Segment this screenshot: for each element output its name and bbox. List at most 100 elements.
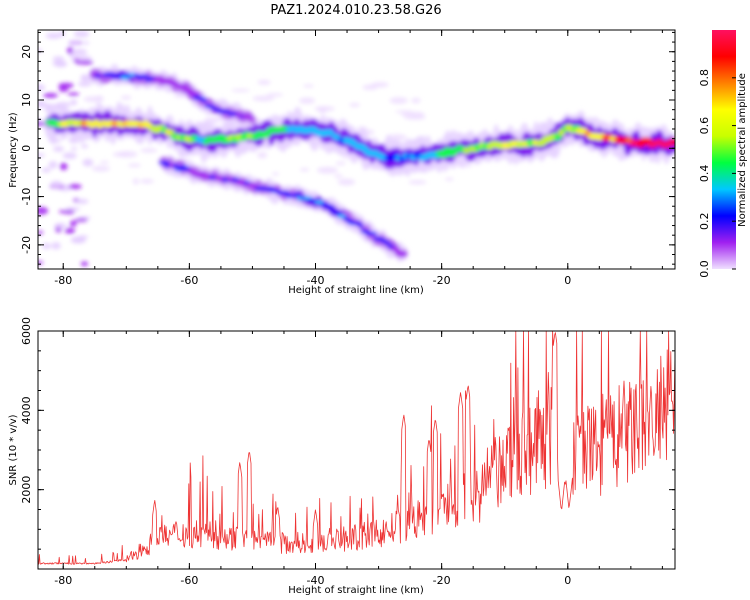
spectrogram-blob: [395, 110, 414, 114]
spectrogram-blob: [54, 222, 67, 229]
spectrogram-blob: [389, 97, 408, 104]
spectrogram-blob: [252, 95, 275, 102]
spectrogram-blob: [38, 206, 49, 215]
spectrogram-blob: [77, 81, 92, 87]
y-tick-label: -10: [20, 188, 33, 206]
snr-panel: -80 -60 -40 -20 0 2000 4000 6000 Height of stra…: [8, 317, 676, 596]
spectrogram-plot-area: [38, 30, 675, 269]
spectrogram-blob: [334, 174, 343, 178]
spectrogram-ylabel: Frequency (Hz): [8, 112, 19, 188]
spectrogram-blob: [353, 221, 362, 226]
spectrogram-blob: [362, 84, 378, 90]
spectrogram-blob: [52, 56, 65, 61]
spectrogram-blob: [127, 163, 141, 168]
spectrogram-blob: [45, 32, 62, 39]
spectrogram-blob: [303, 84, 314, 88]
spectrogram-blob: [384, 241, 391, 245]
snr-ylabel: SNR (10 * v/v): [8, 414, 19, 485]
spectrogram-blob: [293, 192, 300, 197]
spectrogram-blob: [68, 39, 80, 46]
spectrogram-blob: [553, 133, 562, 141]
spectrogram-panel: -80 -60 -40 -20 0 -20 -10 0 10 20 Height of strai…: [8, 29, 676, 296]
x-tick-label: -60: [180, 274, 198, 287]
colorbar-label: Normalized spectral amplitude: [737, 73, 748, 227]
spectrogram-blob: [120, 75, 130, 80]
spectrogram-blob: [326, 205, 335, 210]
spectrogram-blob: [298, 97, 316, 104]
y-tick-label: 0: [20, 145, 33, 152]
x-tick-label: -20: [433, 574, 451, 587]
spectrogram-blob: [69, 220, 77, 227]
spectrogram-blob: [112, 152, 129, 157]
spectrogram-blob: [81, 144, 89, 149]
spectrogram-blob: [68, 183, 82, 190]
spectrogram-blob: [73, 30, 90, 38]
spectrogram-blob: [58, 210, 66, 214]
spectrogram-blob: [334, 211, 342, 216]
spectrogram-blob: [43, 93, 58, 99]
spectrogram-blob: [77, 60, 94, 65]
y-tick-label: -20: [20, 236, 33, 254]
spectrogram-blob: [67, 92, 80, 96]
spectrogram-blob: [299, 168, 310, 172]
spectrogram-blob: [58, 85, 69, 93]
spectrogram-blob: [82, 41, 90, 45]
spectrogram-blob: [83, 96, 105, 103]
spectrogram-blob: [140, 148, 158, 153]
spectrogram-blob: [224, 109, 230, 114]
colorbar-gradient: [712, 30, 736, 269]
spectrogram-blob: [50, 180, 63, 189]
snr-plot-background: [38, 331, 675, 569]
spectrogram-blob: [266, 93, 284, 97]
x-tick-label: 0: [564, 274, 571, 287]
snr-axes: -80 -60 -40 -20 0 2000 4000 6000: [20, 317, 675, 587]
spectrogram-blob: [198, 171, 206, 176]
spectrogram-blob: [51, 242, 61, 250]
spectrogram-blob: [68, 136, 80, 144]
spectrogram-blob: [314, 200, 325, 205]
spectrogram-blob: [58, 31, 66, 37]
y-tick-label: 20: [20, 45, 33, 59]
spectrogram-blob: [71, 48, 88, 56]
spectrogram-blob: [411, 97, 421, 104]
spectrogram-blob: [187, 92, 199, 96]
spectrogram-blob: [42, 242, 51, 250]
spectrogram-blob: [140, 179, 154, 184]
spectrogram-blob: [182, 85, 189, 90]
spectrogram-blob: [62, 152, 77, 160]
spectrogram-blob: [67, 46, 74, 55]
spectrogram-blob: [272, 172, 280, 176]
spectrogram-blob: [408, 180, 427, 185]
spectrogram-blob: [47, 104, 63, 108]
spectrogram-blob: [214, 175, 220, 179]
spectrogram-blob: [59, 162, 68, 171]
spectrogram-blob: [335, 161, 346, 166]
spectrogram-blob: [389, 247, 401, 251]
spectrogram-blob: [172, 164, 179, 168]
spectrogram-blob: [38, 84, 46, 91]
colorbar: 0.0 0.2 0.4 0.6 0.8 Normalized spectral ampl…: [698, 30, 748, 278]
spectrogram-blob: [38, 230, 44, 235]
spectrogram-blob: [64, 227, 76, 234]
colorbar-tick-label: 0.8: [698, 69, 711, 87]
spectrogram-blob: [257, 151, 268, 159]
colorbar-tick-label: 0.4: [698, 165, 711, 183]
spectrogram-frame: [37, 29, 676, 270]
spectrogram-blob: [41, 167, 51, 173]
x-tick-label: -40: [307, 274, 325, 287]
spectrogram-blob: [246, 114, 254, 119]
spectrogram-blob: [63, 209, 75, 215]
spectrogram-blob: [80, 261, 89, 267]
spectrogram-blob: [444, 177, 454, 181]
spectrogram-blob: [82, 158, 94, 167]
spectrogram-blob: [38, 100, 46, 108]
snr-xlabel: Height of straight line (km): [288, 585, 424, 596]
x-tick-label: -20: [433, 274, 451, 287]
snr-plot-area: [38, 331, 675, 565]
x-tick-label: 0: [564, 574, 571, 587]
spectrogram-blob: [69, 54, 77, 59]
spectrogram-blob: [52, 60, 67, 67]
spectrogram-blob: [397, 252, 408, 257]
spectrogram-blob: [367, 231, 378, 236]
